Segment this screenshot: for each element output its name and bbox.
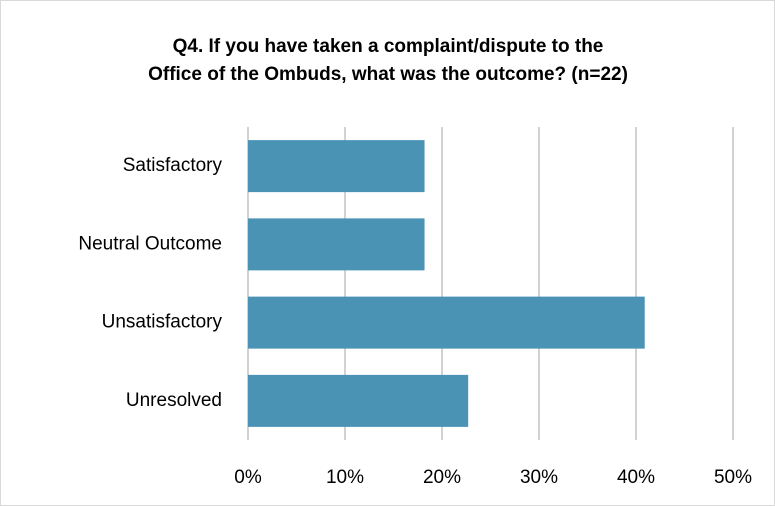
x-tick-label: 10% (326, 467, 364, 488)
chart-title: Office of the Ombuds, what was the outco… (148, 64, 628, 85)
chart-title: Q4. If you have taken a complaint/disput… (173, 36, 604, 57)
x-tick-label: 50% (714, 467, 752, 488)
x-tick-label: 0% (234, 467, 262, 488)
y-tick-label: Unresolved (126, 390, 222, 411)
x-tick-label: 40% (617, 467, 655, 488)
bar (248, 140, 425, 193)
bar (248, 296, 645, 349)
x-tick-label: 20% (423, 467, 461, 488)
y-tick-label: Neutral Outcome (78, 233, 222, 254)
y-tick-label: Unsatisfactory (102, 312, 223, 333)
x-tick-label: 30% (520, 467, 558, 488)
bar (248, 218, 425, 271)
bar (248, 374, 469, 427)
y-tick-label: Satisfactory (123, 155, 223, 176)
